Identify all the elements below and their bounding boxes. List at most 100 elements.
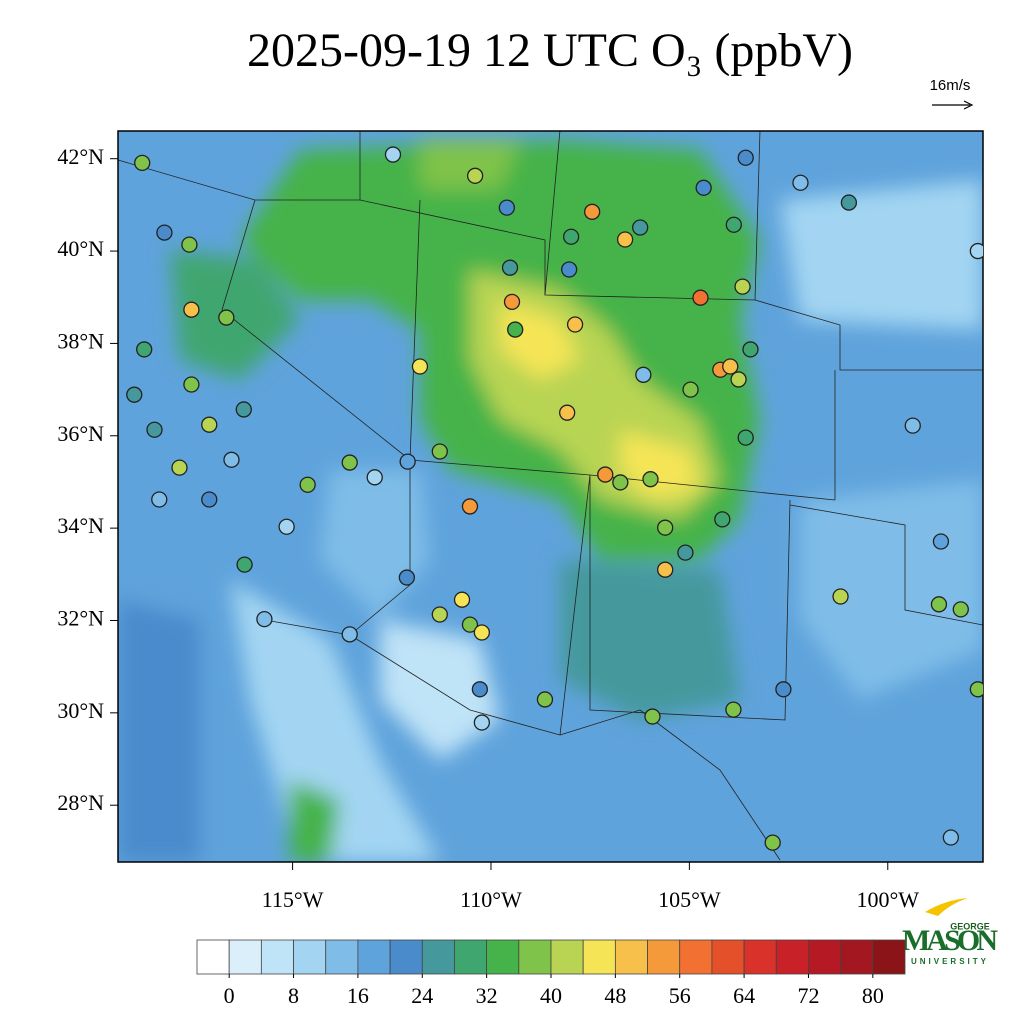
station xyxy=(341,626,358,643)
colorbar-label: 32 xyxy=(476,983,498,1008)
station xyxy=(722,358,739,375)
y-tick-label: 30°N xyxy=(57,698,104,723)
station xyxy=(725,216,742,233)
colorbar-box xyxy=(293,939,327,975)
station xyxy=(562,228,580,245)
station xyxy=(632,219,649,236)
station xyxy=(616,231,634,248)
station xyxy=(399,453,416,470)
colorbar-box xyxy=(872,939,906,975)
colorbar-box xyxy=(260,939,294,975)
x-tick-label: 115°W xyxy=(262,887,324,912)
y-tick-label: 34°N xyxy=(57,513,104,538)
logo: GEORGE MASON UNIVERSITY xyxy=(902,898,998,966)
colorbar-box xyxy=(840,939,874,975)
station xyxy=(737,149,754,166)
station xyxy=(559,404,576,421)
colorbar-box xyxy=(711,939,745,975)
station xyxy=(411,358,429,375)
station xyxy=(299,476,316,493)
colorbar-box xyxy=(196,939,230,975)
station xyxy=(775,681,792,698)
station xyxy=(236,556,253,573)
colorbar-box xyxy=(486,939,520,975)
station xyxy=(764,834,781,851)
colorbar-label: 8 xyxy=(288,983,299,1008)
colorbar-label: 56 xyxy=(669,983,691,1008)
station xyxy=(431,443,448,460)
colorbar-box xyxy=(743,939,777,975)
station xyxy=(366,469,383,486)
station xyxy=(584,203,601,220)
colorbar-box xyxy=(582,939,616,975)
station xyxy=(473,714,491,731)
station xyxy=(136,341,153,358)
station xyxy=(792,174,809,191)
station xyxy=(682,381,699,398)
station xyxy=(134,154,151,172)
colorbar-label: 64 xyxy=(733,983,755,1008)
station xyxy=(278,518,295,535)
station xyxy=(126,386,143,403)
station xyxy=(677,544,694,561)
y-tick-label: 36°N xyxy=(57,421,104,446)
station xyxy=(201,491,218,508)
station xyxy=(840,194,858,211)
reference-vector xyxy=(932,100,974,110)
station xyxy=(904,417,921,434)
station xyxy=(151,491,168,508)
colorbar-label: 72 xyxy=(797,983,819,1008)
ozone-field xyxy=(118,131,983,862)
station xyxy=(597,466,614,483)
station xyxy=(156,224,173,241)
station xyxy=(183,301,200,318)
station xyxy=(657,561,674,578)
station xyxy=(952,601,969,618)
y-tick-label: 32°N xyxy=(57,606,104,631)
station xyxy=(218,309,235,326)
station xyxy=(832,588,849,605)
station xyxy=(181,236,198,253)
colorbar-box xyxy=(357,939,391,975)
station xyxy=(692,289,709,306)
colorbar-box xyxy=(775,939,809,975)
station xyxy=(398,569,416,586)
logo-name: MASON xyxy=(902,924,998,957)
station xyxy=(942,829,960,846)
station xyxy=(471,681,489,698)
station xyxy=(657,519,674,536)
station xyxy=(969,681,983,698)
map-frame xyxy=(117,130,984,863)
station xyxy=(431,606,448,623)
y-tick-label: 38°N xyxy=(57,328,104,353)
colorbar-box xyxy=(389,939,423,975)
station xyxy=(461,616,479,633)
station xyxy=(498,199,516,216)
station xyxy=(201,416,218,433)
station xyxy=(384,146,402,163)
colorbar-box xyxy=(454,939,488,975)
station xyxy=(742,341,759,358)
station xyxy=(932,533,950,550)
station xyxy=(930,596,948,613)
colorbar-label: 24 xyxy=(411,983,433,1008)
title: 2025-09-19 12 UTC O₃ (ppbV) xyxy=(247,24,853,77)
station xyxy=(171,459,188,476)
logo-bottom: UNIVERSITY xyxy=(911,957,989,966)
station xyxy=(695,179,712,196)
station xyxy=(566,316,584,333)
station xyxy=(730,371,747,388)
station xyxy=(461,498,479,515)
station xyxy=(341,454,358,471)
station xyxy=(560,261,578,278)
stations xyxy=(126,146,983,851)
station xyxy=(635,366,652,383)
station xyxy=(714,511,731,528)
station xyxy=(223,451,240,468)
colorbar-box xyxy=(614,939,648,975)
station xyxy=(507,321,524,338)
station xyxy=(725,701,742,718)
station xyxy=(473,624,491,641)
station xyxy=(642,471,659,488)
